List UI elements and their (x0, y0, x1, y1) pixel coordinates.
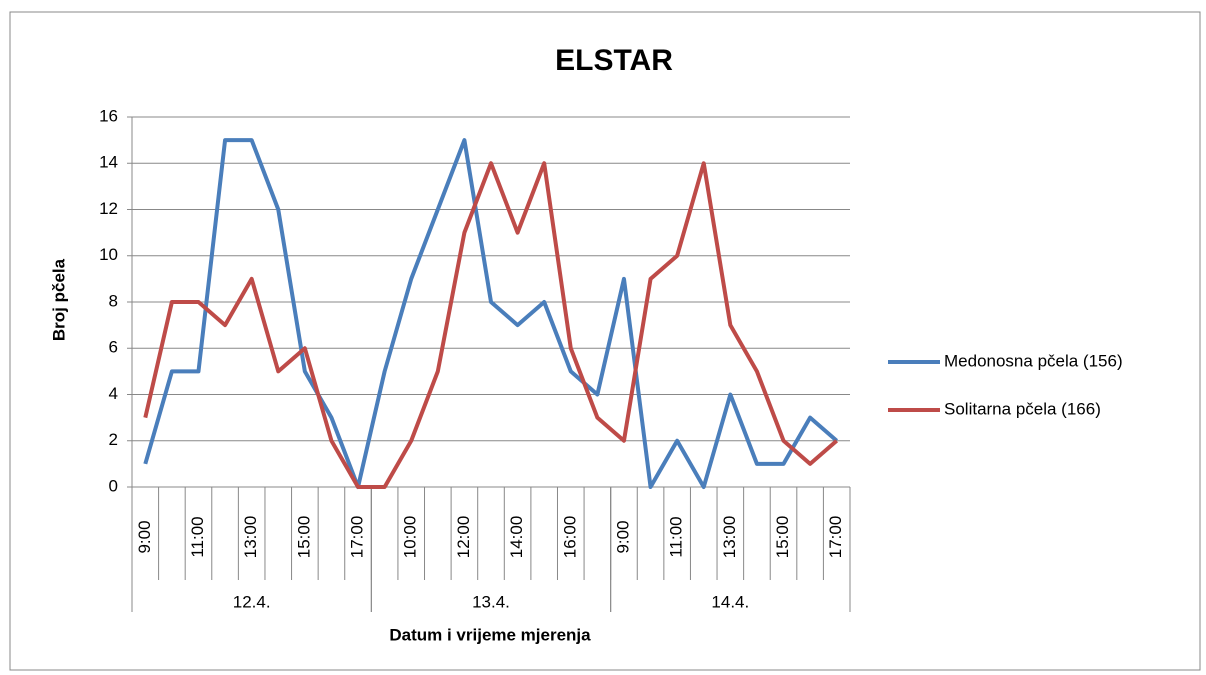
x-tick-label: 11:00 (667, 516, 686, 557)
x-tick-label: 16:00 (560, 516, 579, 559)
y-tick-label: 14 (99, 153, 118, 172)
y-tick-label: 8 (109, 291, 118, 310)
x-tick-label: 12:00 (454, 516, 473, 559)
x-tick-label: 11:00 (188, 516, 207, 557)
y-axis-label: Broj pčela (49, 258, 68, 341)
x-tick-label: 13:00 (241, 516, 260, 559)
x-axis-label: Datum i vrijeme mjerenja (389, 625, 591, 644)
x-tick-label: 17:00 (826, 516, 845, 559)
group-label: 13.4. (472, 592, 510, 611)
x-tick-label: 15:00 (294, 516, 313, 559)
y-tick-label: 2 (109, 430, 118, 449)
legend-label: Solitarna pčela (166) (944, 399, 1101, 418)
x-tick-label: 17:00 (348, 516, 367, 559)
y-tick-label: 10 (99, 245, 118, 264)
x-tick-label: 10:00 (401, 516, 420, 559)
y-tick-label: 6 (109, 338, 118, 357)
y-tick-label: 0 (109, 476, 118, 495)
x-tick-label: 9:00 (613, 520, 632, 553)
y-tick-label: 12 (99, 199, 118, 218)
chart-title: ELSTAR (555, 44, 673, 77)
series-line (143, 161, 839, 489)
series-line (143, 138, 839, 489)
group-label: 14.4. (711, 592, 749, 611)
chart-border (9, 11, 1201, 671)
x-tick-label: 15:00 (773, 516, 792, 559)
x-tick-label: 14:00 (507, 516, 526, 559)
legend-label: Medonosna pčela (156) (944, 351, 1123, 370)
y-tick-label: 4 (109, 384, 118, 403)
y-tick-label: 16 (99, 106, 118, 125)
x-tick-label: 9:00 (135, 520, 154, 553)
x-tick-label: 13:00 (720, 516, 739, 559)
group-label: 12.4. (233, 592, 271, 611)
